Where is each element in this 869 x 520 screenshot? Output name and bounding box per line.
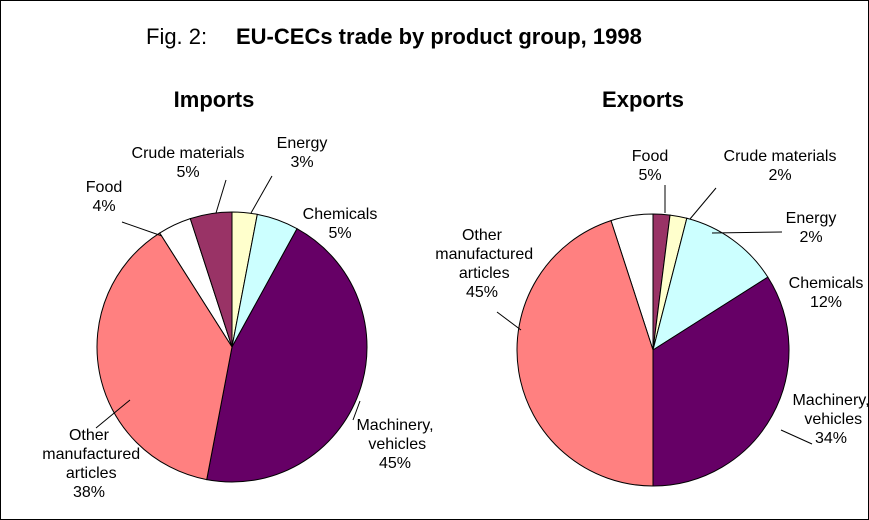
slice-value-label: 38% xyxy=(73,484,105,501)
slice-value-label: 5% xyxy=(328,225,351,242)
slice-label: Other manufactured articles xyxy=(431,227,533,282)
slice-value-label: 45% xyxy=(379,455,411,472)
slice-value-label: 2% xyxy=(799,229,822,246)
slice-value-label: 5% xyxy=(638,167,661,184)
leader-line xyxy=(215,179,227,214)
slice-value-label: 3% xyxy=(290,154,313,171)
pie-slice xyxy=(516,220,654,487)
leader-line xyxy=(780,429,813,445)
slice-label: Machinery, vehicles xyxy=(792,392,869,428)
pie-slice xyxy=(96,232,233,481)
slice-label: Food xyxy=(86,179,122,196)
leader-line xyxy=(711,231,783,234)
slice-label: Machinery, vehicles xyxy=(356,417,433,453)
pie-slice xyxy=(652,217,769,352)
pie-slice xyxy=(652,276,790,487)
leader-line xyxy=(496,311,522,331)
slice-value-label: 34% xyxy=(815,430,847,447)
slice-value-label: 4% xyxy=(92,198,115,215)
slice-label: Chemicals xyxy=(789,275,864,292)
leader-line xyxy=(121,221,163,237)
leader-line xyxy=(352,400,361,421)
figure-title: EU-CECs trade by product group, 1998 xyxy=(236,24,642,49)
slice-label: Crude materials xyxy=(132,145,245,162)
slice-value-label: 45% xyxy=(466,284,498,301)
slice-value-label: 2% xyxy=(768,167,791,184)
slice-label: Energy xyxy=(786,210,837,227)
pie-title: Exports xyxy=(602,87,684,112)
pie-slice xyxy=(206,228,368,483)
leader-line xyxy=(95,399,131,429)
slice-value-label: 5% xyxy=(176,164,199,181)
leader-line xyxy=(689,187,717,220)
slice-label: Chemicals xyxy=(303,206,378,223)
leader-line xyxy=(250,175,273,214)
slice-label: Crude materials xyxy=(724,148,837,165)
figure-label: Fig. 2: xyxy=(146,24,207,49)
slice-label: Food xyxy=(632,148,668,165)
pie-title: Imports xyxy=(174,87,255,112)
slice-label: Energy xyxy=(277,135,328,152)
slice-value-label: 12% xyxy=(810,294,842,311)
slice-label: Other manufactured articles xyxy=(38,427,140,482)
